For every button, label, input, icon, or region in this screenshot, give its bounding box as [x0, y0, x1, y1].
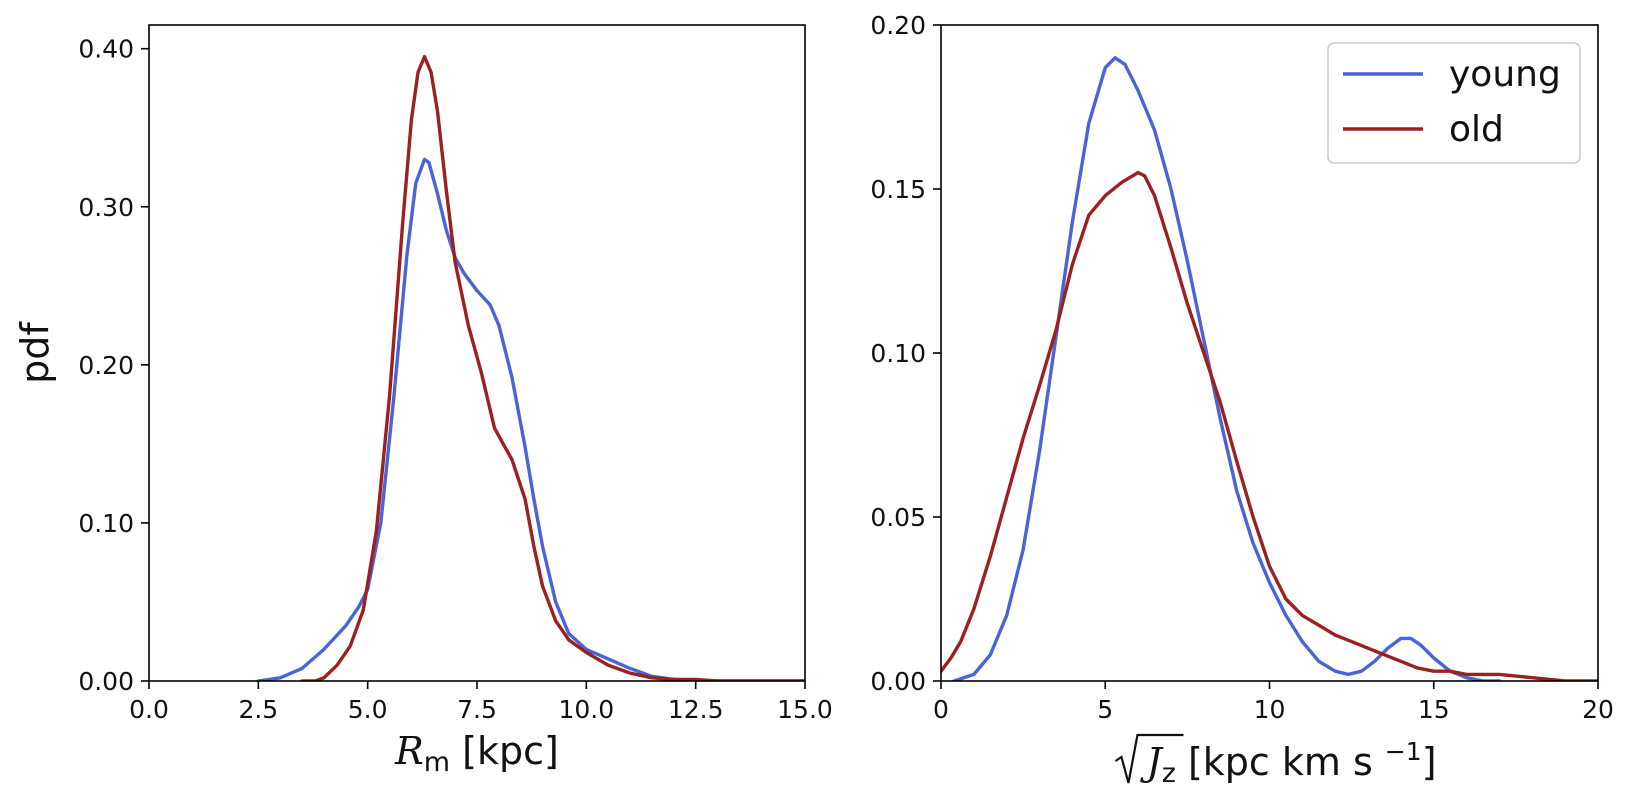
y-tick-label: 0.00 [870, 667, 926, 696]
legend-label-young: young [1449, 54, 1561, 95]
y-tick-label: 0.05 [870, 503, 926, 532]
y-tick-label: 0.20 [78, 351, 134, 380]
x-tick-label: 0.0 [129, 695, 169, 724]
y-tick-label: 0.40 [78, 35, 134, 64]
series-line-young [256, 157, 805, 681]
x-tick-label: 12.5 [668, 695, 724, 724]
legend-label-old: old [1449, 109, 1504, 150]
x-tick-label: 2.5 [238, 695, 278, 724]
chart-panel-2: 0 5 10 15 20 0.00 0.05 0.10 0.15 0.20 Jz [kpc km s… [870, 11, 1614, 789]
x-axis-label: Jz [kpc km s −1] [1139, 737, 1436, 789]
series-line-old [300, 54, 805, 681]
y-tick-label: 0.15 [870, 175, 926, 204]
series-line-old [941, 170, 1598, 681]
x-axis-label: Rm [kpc] [394, 729, 559, 778]
x-tick-label: 20 [1582, 695, 1614, 724]
y-tick-label: 0.00 [78, 667, 134, 696]
y-tick-label: 0.10 [870, 339, 926, 368]
sqrt-radical-icon [1114, 733, 1184, 784]
legend: young old [1327, 42, 1581, 164]
series-line-young [952, 56, 1502, 681]
x-tick-label: 5 [1097, 695, 1113, 724]
x-tick-label: 0 [933, 695, 949, 724]
y-tick-label: 0.10 [78, 509, 134, 538]
x-tick-label: 10 [1254, 695, 1286, 724]
x-tick-label: 15.0 [777, 695, 833, 724]
x-tick-label: 5.0 [348, 695, 388, 724]
x-tick-label: 7.5 [457, 695, 497, 724]
y-tick-label: 0.30 [78, 193, 134, 222]
x-tick-label: 15 [1418, 695, 1450, 724]
x-tick-label: 10.0 [558, 695, 614, 724]
chart-panel-1: 0.0 2.5 5.0 7.5 10.0 12.5 15.0 0.00 0.10 0.20 0.30… [13, 24, 833, 778]
y-tick-label: 0.20 [870, 11, 926, 40]
y-axis-label: pdf [13, 321, 57, 384]
